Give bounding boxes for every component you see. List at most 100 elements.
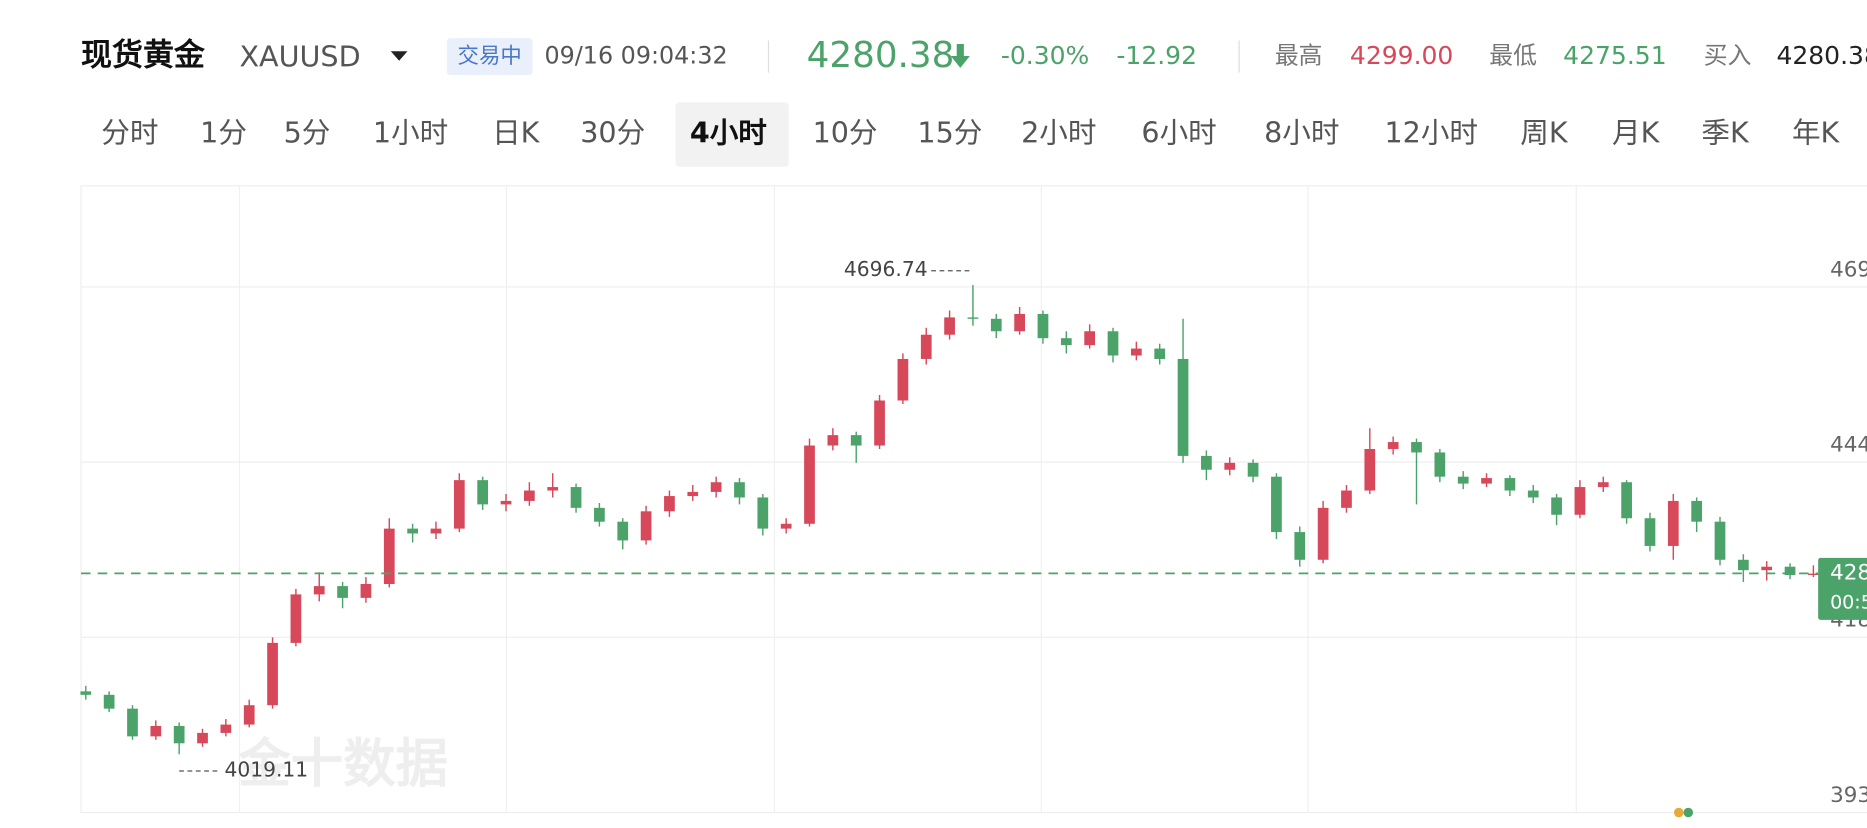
candle-body [920,334,932,359]
low-value: 4275.51 [1563,41,1666,70]
change-percent: -0.30% [1001,41,1089,70]
quote-time: 09/16 09:04:32 [544,42,727,70]
status-badge [446,38,533,76]
candle-body [453,480,465,529]
period-tab[interactable]: 季K [1701,116,1750,150]
candle-body [1644,518,1656,546]
candle-body [967,317,979,319]
candle-body [337,586,348,598]
period-tab[interactable]: 1分 [200,116,247,150]
candle-body [1294,532,1306,560]
change-value: -12.92 [1116,41,1197,70]
candle-body [1714,521,1726,560]
candle-body [990,318,1002,332]
price-tag [1818,557,1867,620]
candle-body [1597,482,1609,488]
instrument-symbol[interactable]: XAUUSD [239,39,360,73]
candle-body [687,491,699,497]
candle-body [1201,455,1212,470]
period-tab[interactable]: 5分 [284,116,331,150]
period-tab[interactable]: 8小时 [1264,116,1339,150]
candle-body [1551,497,1562,515]
candle-body [617,521,629,541]
period-tab[interactable]: 6小时 [1141,116,1216,150]
y-tick-label: 4694 [1830,257,1867,282]
bid-value: 4280.38 [1776,41,1867,70]
period-tab[interactable]: 10分 [813,116,878,150]
candle-body [197,732,208,744]
instrument-name: 现货黄金 [81,38,206,74]
candle-body [173,725,185,744]
last-price: 4280.38 [807,35,955,76]
candle-body [500,500,512,505]
candle-body [477,480,489,505]
y-tick-label: 3935 [1830,783,1867,808]
candle-body [897,358,909,401]
candle-body [1084,331,1096,346]
candle-body [1457,476,1469,484]
candle-body [1784,566,1796,576]
candle-body [80,691,92,695]
period-tab[interactable]: 1小时 [373,116,448,150]
candle-body [1808,573,1819,576]
candle-body [1317,507,1329,560]
candle-body [407,528,418,534]
period-tab[interactable]: 4小时 [690,116,767,150]
annotation-text: 4019.11 [224,757,308,781]
candle-body [1014,313,1025,332]
period-tab[interactable]: 12小时 [1384,116,1478,150]
candle-body [1527,490,1539,498]
candle-body [1177,358,1189,456]
candle-body [1737,559,1749,571]
period-tab[interactable]: 分时 [101,116,158,150]
candle-body [1130,348,1142,356]
plot: 46944441418839354280.3800:55:284696.7440… [80,257,1867,814]
candle-body [1761,566,1773,571]
candle-body [523,490,535,501]
period-tab[interactable]: 2小时 [1021,116,1096,150]
period-tabs: 分时 1分 5分 1小时 日K 30分 4小时 10分 15分 2小时 6小时 8小时 12小时 周K 月K… [101,102,1841,167]
period-tab[interactable]: 日K [492,116,541,150]
candle-body [103,694,115,709]
candle-body [360,584,372,598]
candle-body [1387,442,1399,449]
candle-body [1621,482,1632,519]
candle-body [1060,338,1072,346]
period-tab[interactable]: 月K [1612,116,1661,150]
candle-body [734,482,745,498]
candle-body [570,487,582,508]
candle-body [1107,331,1119,356]
candle-body [780,523,792,529]
period-tab[interactable]: 30分 [580,116,645,150]
watermark: 金十数据 [237,733,448,794]
dropdown-arrow[interactable] [390,51,408,61]
candle-body [1411,442,1422,453]
candle-body [757,497,769,529]
candle-body [290,594,302,643]
candle-body [1271,476,1282,533]
indicator-dot [1683,807,1694,818]
status-text: 交易中 [458,44,522,69]
candle-body [1434,452,1446,477]
candle-body [804,445,815,524]
candle-body [220,724,232,733]
period-tab[interactable]: 周K [1520,116,1569,150]
candle-body [1504,478,1516,491]
candle-body [547,487,559,491]
period-tab[interactable]: 年K [1792,116,1841,150]
period-tab[interactable]: 15分 [917,116,982,150]
down-arrow [950,44,970,68]
low-label: 最低 [1489,42,1537,70]
candle-body [267,642,278,706]
candle-body [313,586,325,595]
candle-body [1154,348,1166,359]
candle-body [850,435,862,446]
indicator-dot [1673,807,1684,818]
candle-body [1691,500,1703,522]
candle-body [1364,448,1376,491]
high-label: 最高 [1275,42,1323,70]
candle-body [1481,478,1492,484]
